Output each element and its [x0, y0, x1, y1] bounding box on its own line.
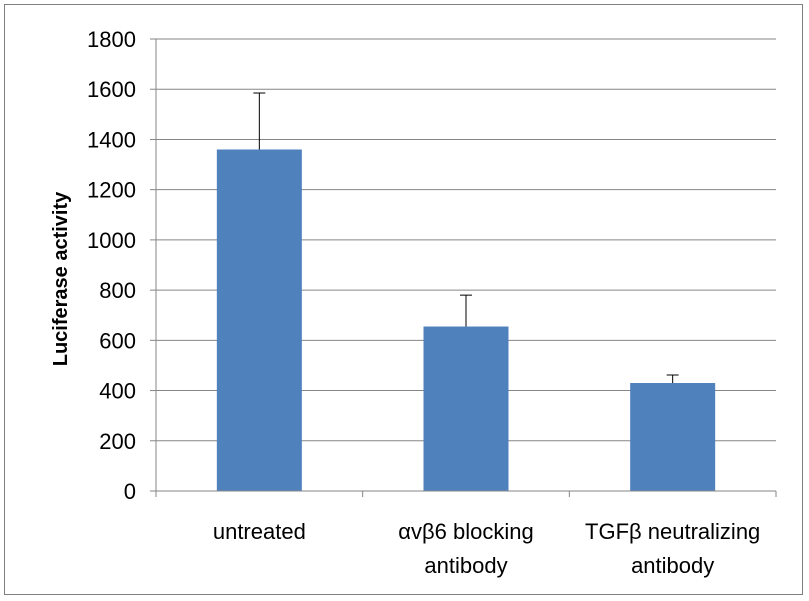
bar-chart: 0 200 400 600 800 1000 1200 1400 1600 1800 untreat…	[50, 27, 777, 578]
labels: 0 200 400 600 800 1000 1200 1400 1600 1800 untreat…	[87, 27, 760, 578]
bar-1	[423, 326, 509, 491]
y-tick-label: 1200	[87, 178, 136, 203]
bars	[216, 149, 716, 491]
y-tick-label: 1400	[87, 127, 136, 152]
y-tick-label: 0	[124, 479, 136, 504]
y-tick-label: 600	[99, 328, 136, 353]
y-tick-label: 1800	[87, 27, 136, 52]
category-label-2: antibody	[631, 553, 714, 578]
y-tick-label: 800	[99, 278, 136, 303]
y-tick-label: 400	[99, 379, 136, 404]
category-label-1: antibody	[424, 553, 507, 578]
error-bars	[253, 92, 679, 384]
y-tick-label: 1600	[87, 77, 136, 102]
chart-frame: 0 200 400 600 800 1000 1200 1400 1600 1800 untreat…	[4, 4, 803, 595]
y-axis-title: Luciferase activity	[50, 191, 72, 366]
bar-2	[630, 383, 716, 491]
category-label-2: TGFβ neutralizing	[585, 519, 760, 544]
y-tick-label: 200	[99, 429, 136, 454]
axes	[150, 38, 777, 497]
category-label-0: untreated	[213, 519, 306, 544]
bar-0	[216, 149, 302, 491]
category-label-1: αvβ6 blocking	[398, 519, 533, 544]
y-tick-label: 1000	[87, 228, 136, 253]
